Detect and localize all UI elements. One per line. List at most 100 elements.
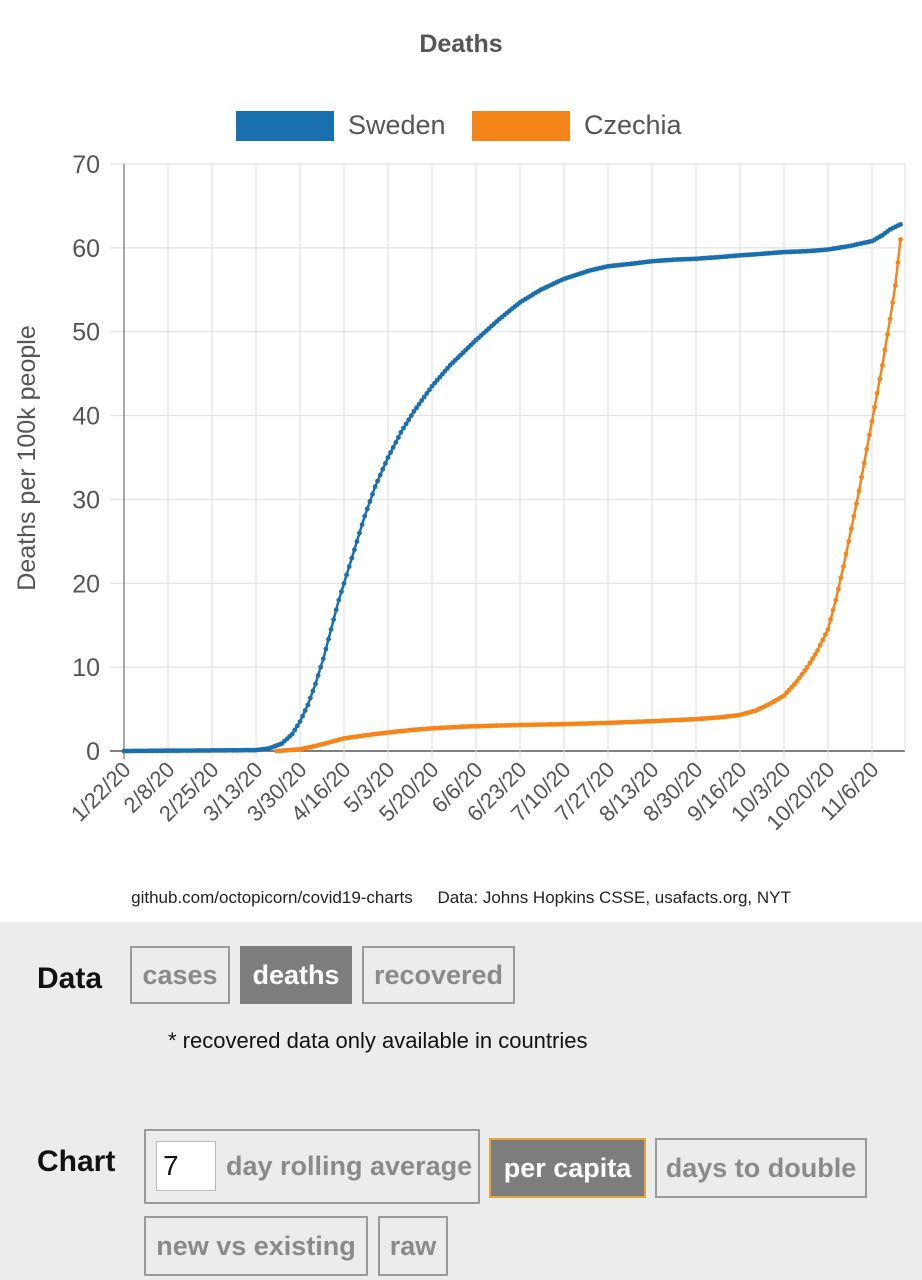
recovered-button[interactable]: recovered — [362, 946, 515, 1004]
data-point-sweden — [344, 572, 349, 578]
data-point-sweden — [401, 425, 406, 431]
data-point-czechia — [898, 237, 903, 242]
data-point-sweden — [352, 547, 357, 553]
data-point-sweden — [326, 636, 331, 642]
days-to-double-button[interactable]: days to double — [655, 1138, 867, 1198]
deaths-button[interactable]: deaths — [240, 946, 352, 1004]
data-point-sweden — [362, 513, 368, 519]
chart-row-label: Chart — [37, 1145, 116, 1178]
data-point-czechia — [867, 432, 872, 438]
data-point-sweden — [406, 417, 412, 423]
chart-title: Deaths — [419, 30, 502, 58]
data-point-czechia — [846, 539, 852, 544]
rolling-average-label[interactable]: day rolling average — [226, 1151, 473, 1181]
data-point-sweden — [354, 539, 360, 544]
data-credit: Data: Johns Hopkins CSSE, usafacts.org, … — [437, 888, 791, 907]
data-point-czechia — [836, 586, 841, 592]
data-point-sweden — [385, 455, 391, 460]
data-point-czechia — [880, 362, 885, 368]
data-point-czechia — [869, 418, 875, 424]
legend-label-czechia: Czechia — [584, 110, 683, 140]
data-point-czechia — [794, 679, 800, 684]
data-point-sweden — [414, 405, 419, 411]
data-point-sweden — [359, 522, 365, 527]
data-point-sweden — [289, 731, 295, 737]
data-point-czechia — [890, 300, 896, 305]
data-point-czechia — [810, 656, 815, 662]
y-tick-label: 20 — [72, 570, 100, 598]
source-link[interactable]: github.com/octopicorn/covid19-charts — [131, 888, 413, 907]
data-point-sweden — [315, 673, 321, 678]
data-point-sweden — [388, 450, 393, 455]
data-point-czechia — [820, 637, 826, 643]
cases-button[interactable]: cases — [130, 946, 230, 1004]
rolling-average-control: day rolling average — [144, 1129, 480, 1204]
new-vs-existing-button[interactable]: new vs existing — [144, 1216, 368, 1276]
data-point-czechia — [851, 513, 857, 519]
data-point-sweden — [320, 656, 326, 662]
x-tick-label: 1/22/20 — [66, 757, 136, 827]
data-point-sweden — [310, 688, 316, 694]
data-point-czechia — [841, 564, 846, 569]
data-point-sweden — [427, 387, 432, 393]
per-capita-button[interactable]: per capita — [489, 1138, 646, 1198]
data-point-sweden — [393, 440, 399, 445]
data-point-czechia — [892, 283, 898, 288]
legend-swatch-sweden — [236, 111, 334, 141]
data-point-czechia — [864, 446, 870, 452]
data-point-czechia — [833, 597, 839, 603]
chart-footer: github.com/octopicorn/covid19-charts Dat… — [0, 888, 922, 908]
data-point-sweden — [292, 727, 298, 733]
chart-panel: Deaths Sweden Czechia 0 10 20 30 40 50 60 70 1/22/2… — [0, 0, 922, 922]
data-point-sweden — [323, 646, 329, 652]
data-point-sweden — [380, 466, 386, 472]
data-point-czechia — [812, 652, 818, 657]
data-point-sweden — [349, 555, 355, 561]
data-point-sweden — [416, 401, 422, 407]
data-point-czechia — [802, 668, 808, 674]
data-point-sweden — [377, 472, 383, 478]
rolling-days-input[interactable] — [156, 1141, 216, 1191]
data-point-czechia — [895, 260, 901, 265]
data-point-czechia — [825, 627, 831, 632]
data-point-sweden — [339, 589, 344, 595]
data-point-sweden — [308, 695, 313, 701]
data-point-sweden — [396, 435, 401, 440]
y-tick-label: 30 — [72, 486, 100, 514]
data-point-sweden — [302, 708, 308, 713]
data-point-sweden — [333, 607, 339, 613]
data-point-czechia — [815, 648, 820, 653]
legend-label-sweden: Sweden — [348, 110, 446, 140]
data-point-sweden — [403, 421, 409, 427]
data-point-czechia — [877, 376, 883, 382]
data-point-czechia — [838, 575, 844, 581]
y-tick-label: 40 — [72, 403, 100, 431]
data-point-sweden — [898, 222, 903, 227]
data-point-czechia — [872, 404, 877, 410]
data-point-czechia — [823, 632, 828, 637]
data-point-sweden — [424, 391, 430, 396]
data-point-sweden — [398, 429, 404, 435]
data-point-czechia — [807, 660, 813, 666]
data-point-sweden — [390, 445, 396, 450]
data-point-czechia — [830, 607, 836, 613]
raw-button[interactable]: raw — [378, 1216, 448, 1276]
y-tick-label: 60 — [72, 235, 100, 263]
data-point-sweden — [364, 506, 370, 512]
data-point-czechia — [843, 551, 849, 557]
data-point-czechia — [856, 488, 862, 494]
data-point-sweden — [357, 530, 362, 536]
data-point-sweden — [295, 723, 300, 729]
data-point-czechia — [848, 526, 854, 532]
data-point-czechia — [804, 664, 810, 670]
data-point-czechia — [885, 332, 890, 337]
data-point-czechia — [874, 390, 880, 396]
data-point-czechia — [882, 347, 888, 353]
y-tick-label: 10 — [72, 654, 100, 682]
data-row-label: Data — [37, 962, 103, 995]
y-tick-label: 70 — [72, 151, 100, 179]
data-point-czechia — [854, 501, 859, 506]
data-point-sweden — [383, 461, 388, 466]
series-line-czechia — [276, 239, 902, 753]
data-point-sweden — [300, 713, 305, 719]
